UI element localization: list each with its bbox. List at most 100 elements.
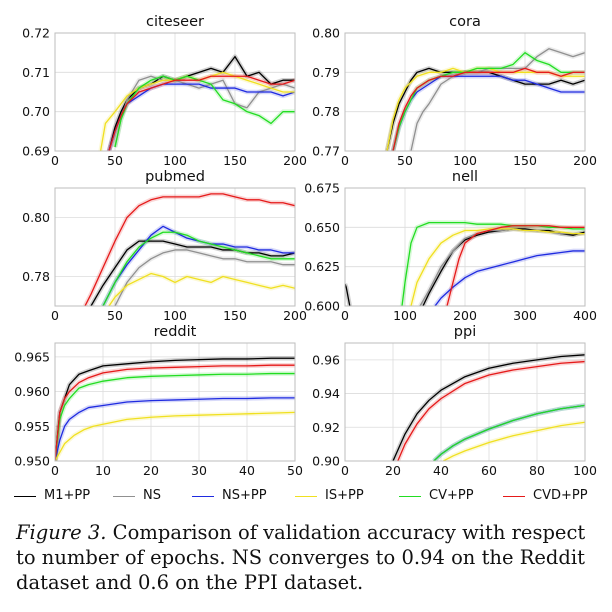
plot-frame (344, 342, 586, 462)
figure-caption: Figure 3. Comparison of validation accur… (16, 520, 606, 595)
x-tick-label: 150 (223, 153, 247, 168)
x-tick-label: 20 (143, 463, 159, 478)
legend-label: M1+PP (44, 488, 91, 503)
panel-title: pubmed (145, 169, 205, 185)
x-tick-label: 0 (51, 308, 59, 323)
series-line-ns-plus-pp (102, 225, 295, 306)
y-tick-label: 0.960 (14, 384, 50, 399)
x-tick-label: 60 (481, 463, 497, 478)
series-line-m1-plus-pp (90, 240, 295, 306)
series-line-ns (114, 249, 295, 306)
series-line-cvd-plus-pp (397, 360, 585, 461)
series-line-cvd-plus-pp (392, 67, 585, 151)
legend-swatch (503, 496, 525, 497)
y-tick-label: 0.80 (312, 26, 340, 41)
y-tick-label: 0.71 (22, 65, 50, 80)
legend-label: IS+PP (325, 488, 364, 503)
caption-text: Comparison of validation accuracy with r… (16, 521, 586, 594)
x-tick-label: 0 (51, 153, 59, 168)
x-tick-label: 200 (453, 308, 477, 323)
panel-reddit: 0 10 20 30 40 50 0.950 0.955 0.960 0.965 reddit (14, 324, 303, 478)
series-line-cv-plus-pp (102, 231, 295, 306)
series-band (384, 66, 585, 151)
x-tick-label: 100 (393, 308, 417, 323)
x-tick-label: 80 (529, 463, 545, 478)
x-tick-label: 50 (107, 308, 123, 323)
legend-swatch (14, 496, 36, 497)
series-band (390, 50, 585, 151)
legend-swatch (113, 496, 135, 497)
series-line-cv-plus-pp (55, 372, 295, 461)
legend-swatch (399, 496, 421, 497)
series-line-cvd-plus-pp (446, 225, 585, 306)
legend-swatch (192, 496, 214, 497)
series-line-m1-plus-pp (108, 55, 295, 151)
panel-nell: 0 100 200 300 400 0.600 0.625 0.650 0.675 nell (304, 169, 597, 323)
plot-frame (54, 32, 296, 152)
panel-title: citeseer (146, 14, 204, 30)
legend-label: NS (143, 488, 161, 503)
y-tick-label: 0.78 (312, 104, 340, 119)
x-tick-label: 0 (341, 153, 349, 168)
series-line-ns-plus-pp (55, 397, 295, 461)
x-tick-label: 100 (573, 463, 597, 478)
y-tick-label: 0.955 (14, 419, 50, 434)
panel-pubmed: 0 50 100 150 200 0.78 0.80 pubmed (22, 169, 307, 323)
legend: M1+PP NS NS+PP IS+PP CV+PP CVD+PP (0, 486, 612, 508)
plot-frame (344, 32, 586, 152)
x-tick-label: 50 (107, 153, 123, 168)
series-band (100, 224, 295, 306)
panel-title: cora (449, 14, 481, 30)
y-tick-label: 0.90 (312, 454, 340, 469)
series-line-is-plus-pp (443, 421, 585, 461)
y-tick-label: 0.650 (304, 220, 340, 235)
y-tick-label: 0.70 (22, 104, 50, 119)
x-tick-label: 150 (223, 308, 247, 323)
panel-citeseer: 0 50 100 150 200 0.69 0.70 0.71 0.72 citeseer (22, 14, 307, 168)
x-tick-label: 200 (283, 153, 307, 168)
panel-cora: 0 50 100 150 200 0.77 0.78 0.79 0.80 cora (312, 14, 597, 168)
y-tick-label: 0.96 (312, 352, 340, 367)
y-tick-label: 0.69 (22, 144, 50, 159)
x-tick-label: 100 (163, 308, 187, 323)
series-band (408, 46, 585, 151)
series-band (55, 410, 295, 461)
legend-label: NS+PP (222, 488, 267, 503)
series-line-ns (419, 228, 585, 306)
y-tick-label: 0.600 (304, 299, 340, 314)
series-line-cv-plus-pp (433, 404, 585, 461)
plot-frame (344, 187, 586, 307)
panel-title: ppi (454, 324, 476, 340)
plot-frame (54, 187, 296, 307)
legend-swatch (295, 496, 317, 497)
y-tick-label: 0.94 (312, 386, 340, 401)
y-tick-label: 0.950 (14, 454, 50, 469)
y-tick-label: 0.79 (312, 65, 340, 80)
legend-label: CV+PP (429, 488, 474, 503)
plot-frame (54, 342, 296, 462)
x-tick-label: 0 (341, 463, 349, 478)
series-band (107, 271, 295, 306)
x-tick-label: 150 (513, 153, 537, 168)
x-tick-label: 50 (287, 463, 303, 478)
x-tick-label: 200 (573, 153, 597, 168)
y-tick-label: 0.77 (312, 144, 340, 159)
x-tick-label: 0 (341, 308, 349, 323)
x-tick-label: 10 (95, 463, 111, 478)
series-band (100, 230, 295, 306)
x-tick-label: 300 (513, 308, 537, 323)
y-tick-label: 0.965 (14, 349, 50, 364)
panel-ppi: 0 20 40 60 80 100 0.90 0.92 0.94 0.96 ppi (312, 324, 597, 478)
y-tick-label: 0.72 (22, 26, 50, 41)
y-tick-label: 0.92 (312, 420, 340, 435)
legend-label: CVD+PP (533, 488, 588, 503)
x-tick-label: 40 (433, 463, 449, 478)
x-tick-label: 20 (385, 463, 401, 478)
series-line-cvd-plus-pp (84, 193, 295, 306)
series-line-cvd-plus-pp (55, 364, 295, 461)
x-tick-label: 400 (573, 308, 597, 323)
x-tick-label: 200 (283, 308, 307, 323)
series-line-ns (114, 75, 295, 148)
y-tick-label: 0.80 (22, 210, 50, 225)
